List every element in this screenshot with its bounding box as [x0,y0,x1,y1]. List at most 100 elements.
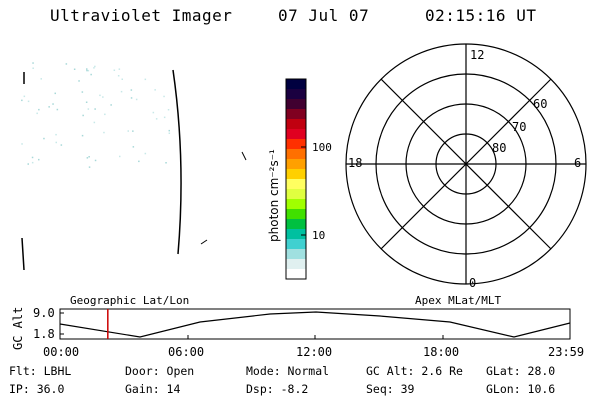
time-tick-end: 23:59 [548,345,585,359]
info-door: Door: Open [125,364,195,378]
speckle [93,121,96,124]
colorbar-cell [286,139,306,150]
colorbar-cell [286,239,306,250]
speckle [48,106,50,108]
colorbar-cell [286,249,306,260]
lat-label-60: 60 [533,97,547,111]
speckle [38,108,40,111]
speckle [120,90,123,93]
info-dsp: Dsp: -8.2 [246,382,309,396]
speckle [31,161,34,164]
speckle [138,160,140,163]
colorbar-frame [285,78,307,280]
speckle [55,133,57,136]
colorbar-cells [286,79,306,280]
speckle [121,78,123,80]
time-tick-18: 18:00 [423,345,460,359]
info-ip: IP: 36.0 [9,382,65,396]
speckle [154,89,156,91]
mlt-label-12: 12 [470,48,484,62]
polar-grid [345,43,587,285]
colorbar-tick-label-100: 100 [312,141,332,154]
speckle [52,103,54,105]
limb-mark [241,151,247,161]
info-glon: GLon: 10.6 [486,382,556,396]
speckle [113,69,116,71]
colorbar-cell [286,219,306,230]
speckle [31,156,34,159]
mlt-label-0: 0 [469,276,476,290]
altitude-strip: GC Alt [11,307,571,350]
speckle [27,100,30,103]
speckle [163,95,165,98]
speckle [65,63,68,65]
colorbar-cell [286,99,306,110]
time-tick-06: 06:00 [168,345,205,359]
info-gc-alt: GC Alt: 2.6 Re [366,364,463,378]
speckle [94,159,97,162]
speckle [167,109,170,111]
speckle [168,132,171,134]
colorbar-cell [286,159,306,170]
speckle [117,75,120,77]
speckle [38,158,40,161]
speckle [94,108,96,110]
speckle [86,68,88,70]
speckle [78,80,80,82]
speckle [144,152,147,155]
strip-ytick-label-top: 9.0 [33,306,55,320]
speckle [23,95,26,98]
speckle [87,108,90,110]
speckle [165,162,167,164]
speckle [155,118,158,120]
polar-diag-2 [380,78,552,250]
image-speckles [21,62,171,168]
speckle [152,111,155,114]
speckle [130,97,133,99]
speckle [60,144,63,146]
info-mode: Mode: Normal [246,364,330,378]
info-gain: Gain: 14 [125,382,181,396]
speckle [132,146,135,148]
altitude-curve [59,311,571,338]
speckle [36,112,38,115]
speckle [104,113,106,116]
colorbar-cell [286,89,306,100]
limb-arc-right [172,69,182,255]
mlt-label-18: 18 [348,156,362,170]
speckle [163,116,166,119]
colorbar: 100 10 photon cm⁻²s⁻¹ [267,78,332,280]
speckle [127,130,129,132]
speckle [81,91,84,93]
image-panel [21,62,247,271]
colorbar-cell [286,199,306,210]
strip-ylabel: GC Alt [11,307,25,350]
colorbar-cell [286,229,306,240]
colorbar-cell [286,109,306,120]
limb-mark-2 [200,239,208,245]
colorbar-cell [286,129,306,140]
speckle [56,108,59,111]
speckle [21,99,23,102]
speckle [94,65,96,68]
speckle [168,129,170,132]
colorbar-cell [286,119,306,130]
date-label: 07 Jul 07 [278,6,370,25]
speckle [86,69,88,72]
speckle [27,163,29,165]
speckle [81,134,84,137]
speckle [87,69,90,72]
lat-label-80: 80 [492,141,506,155]
speckle [144,78,147,81]
speckle [102,96,104,98]
speckle [21,143,23,145]
speckle [40,78,42,80]
colorbar-cell [286,149,306,160]
colorbar-cell [286,259,306,270]
speckle [90,73,92,76]
speckle [54,92,56,95]
mlt-label-6: 6 [574,156,581,170]
speckle [73,68,76,70]
info-seq: Seq: 39 [366,382,415,396]
